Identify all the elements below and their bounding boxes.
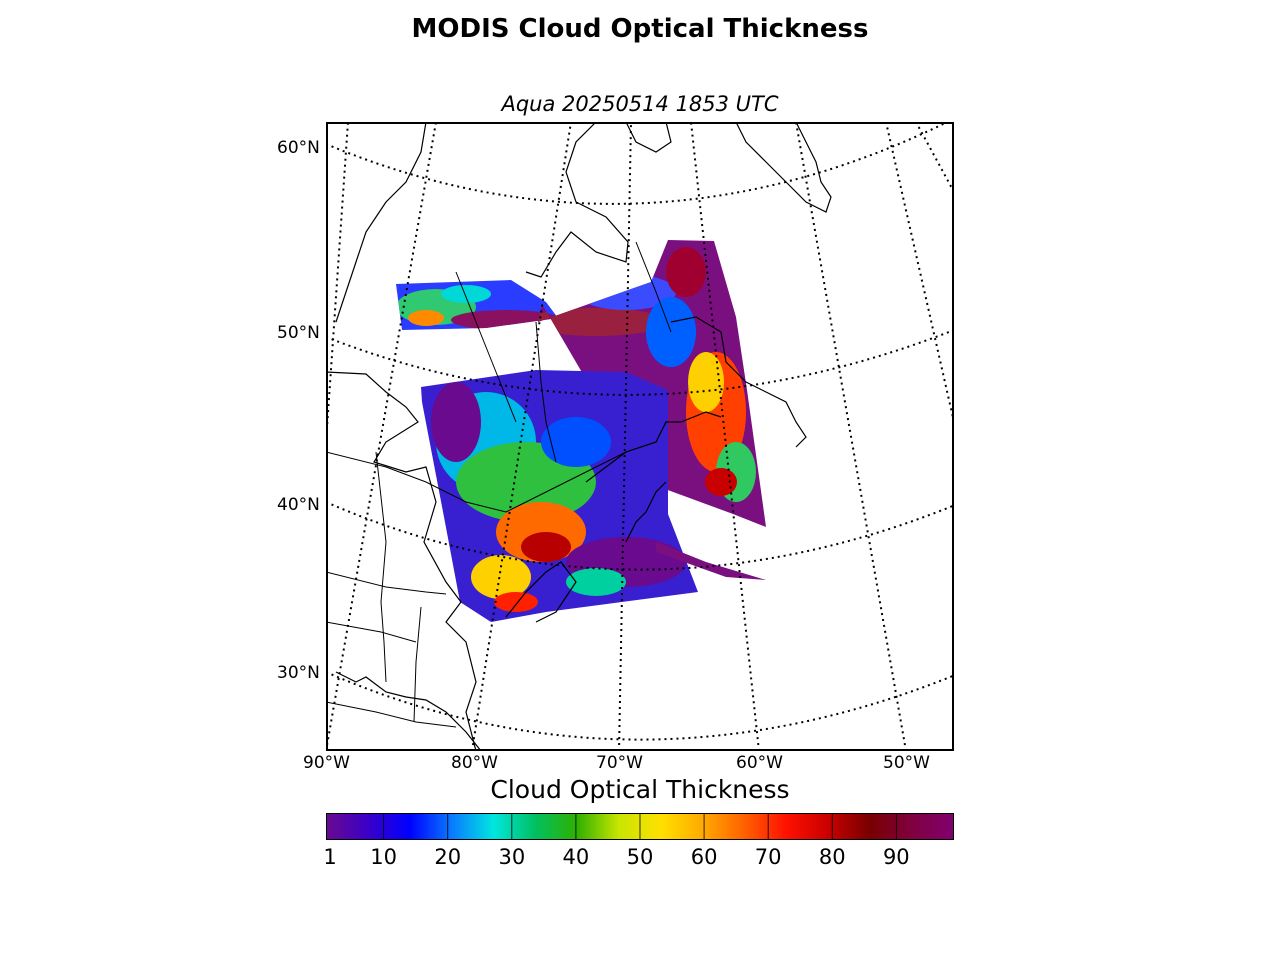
lat-label-50n: 50°N [277,323,320,343]
colorbar-tick-label: 70 [754,845,782,869]
colorbar-tick-label: 80 [818,845,846,869]
subtitle: Aqua 20250514 1853 UTC [501,92,779,116]
colorbar-tick-label: 10 [370,845,398,869]
lon-label-70w: 70°W [596,753,643,773]
colorbar-title: Cloud Optical Thickness [490,775,790,804]
lon-label-80w: 80°W [451,753,498,773]
map-border [326,122,954,751]
political-borders [326,241,672,728]
lat-label-30n: 30°N [277,663,320,683]
map-panel [326,122,954,751]
lon-label-50w: 50°W [883,753,930,773]
coastlines [326,122,832,751]
colorbar-tick-label: 30 [498,845,526,869]
lon-label-60w: 60°W [736,753,783,773]
main-title: MODIS Cloud Optical Thickness [411,14,869,44]
colorbar-tick-label: 20 [434,845,462,869]
lon-label-90w: 90°W [303,753,350,773]
colorbar-tick-label: 40 [562,845,590,869]
colorbar-tick-label: 1 [323,845,337,869]
cloud-data-swath-central [421,370,698,622]
colorbar-tick-label: 60 [690,845,718,869]
graticule-meridians [326,122,954,751]
lat-label-40n: 40°N [277,495,320,515]
colorbar-tick-label: 90 [882,845,910,869]
lat-label-60n: 60°N [277,138,320,158]
colorbar-tick-label: 50 [626,845,654,869]
colorbar [326,813,954,840]
